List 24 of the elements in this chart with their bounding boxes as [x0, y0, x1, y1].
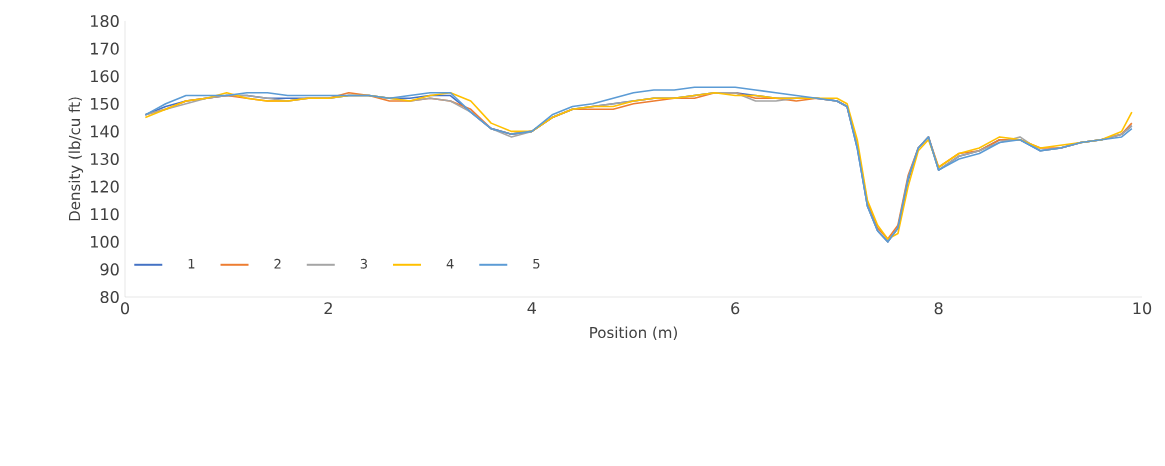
x-tick-label: 10: [1133, 302, 1152, 315]
y-tick-label: 170: [91, 42, 119, 55]
x-tick-label: 4: [527, 302, 536, 314]
legend-label: 5: [533, 258, 540, 269]
x-axis-title: Position (m): [590, 326, 677, 340]
x-tick-label: 0: [120, 302, 130, 315]
y-tick-label: 160: [91, 70, 119, 83]
y-tick-label: 120: [91, 180, 119, 193]
y-tick-label: 180: [91, 14, 119, 28]
y-tick-label: 130: [91, 152, 119, 166]
x-tick-label: 2: [324, 302, 332, 315]
x-tick-label: 6: [731, 302, 740, 315]
y-tick-label: 80: [100, 290, 119, 304]
y-axis-title: Density (lb/cu ft): [68, 97, 84, 221]
y-tick-label: 110: [91, 208, 119, 221]
x-tick-label: 8: [934, 302, 943, 315]
legend-label: 3: [360, 258, 367, 269]
y-tick-label: 100: [91, 235, 119, 248]
y-tick-label: 140: [91, 125, 119, 138]
legend-label: 2: [274, 258, 281, 269]
y-tick-label: 90: [100, 263, 119, 276]
legend-label: 1: [188, 258, 195, 269]
legend-label: 4: [446, 258, 454, 269]
y-tick-label: 150: [91, 97, 119, 110]
